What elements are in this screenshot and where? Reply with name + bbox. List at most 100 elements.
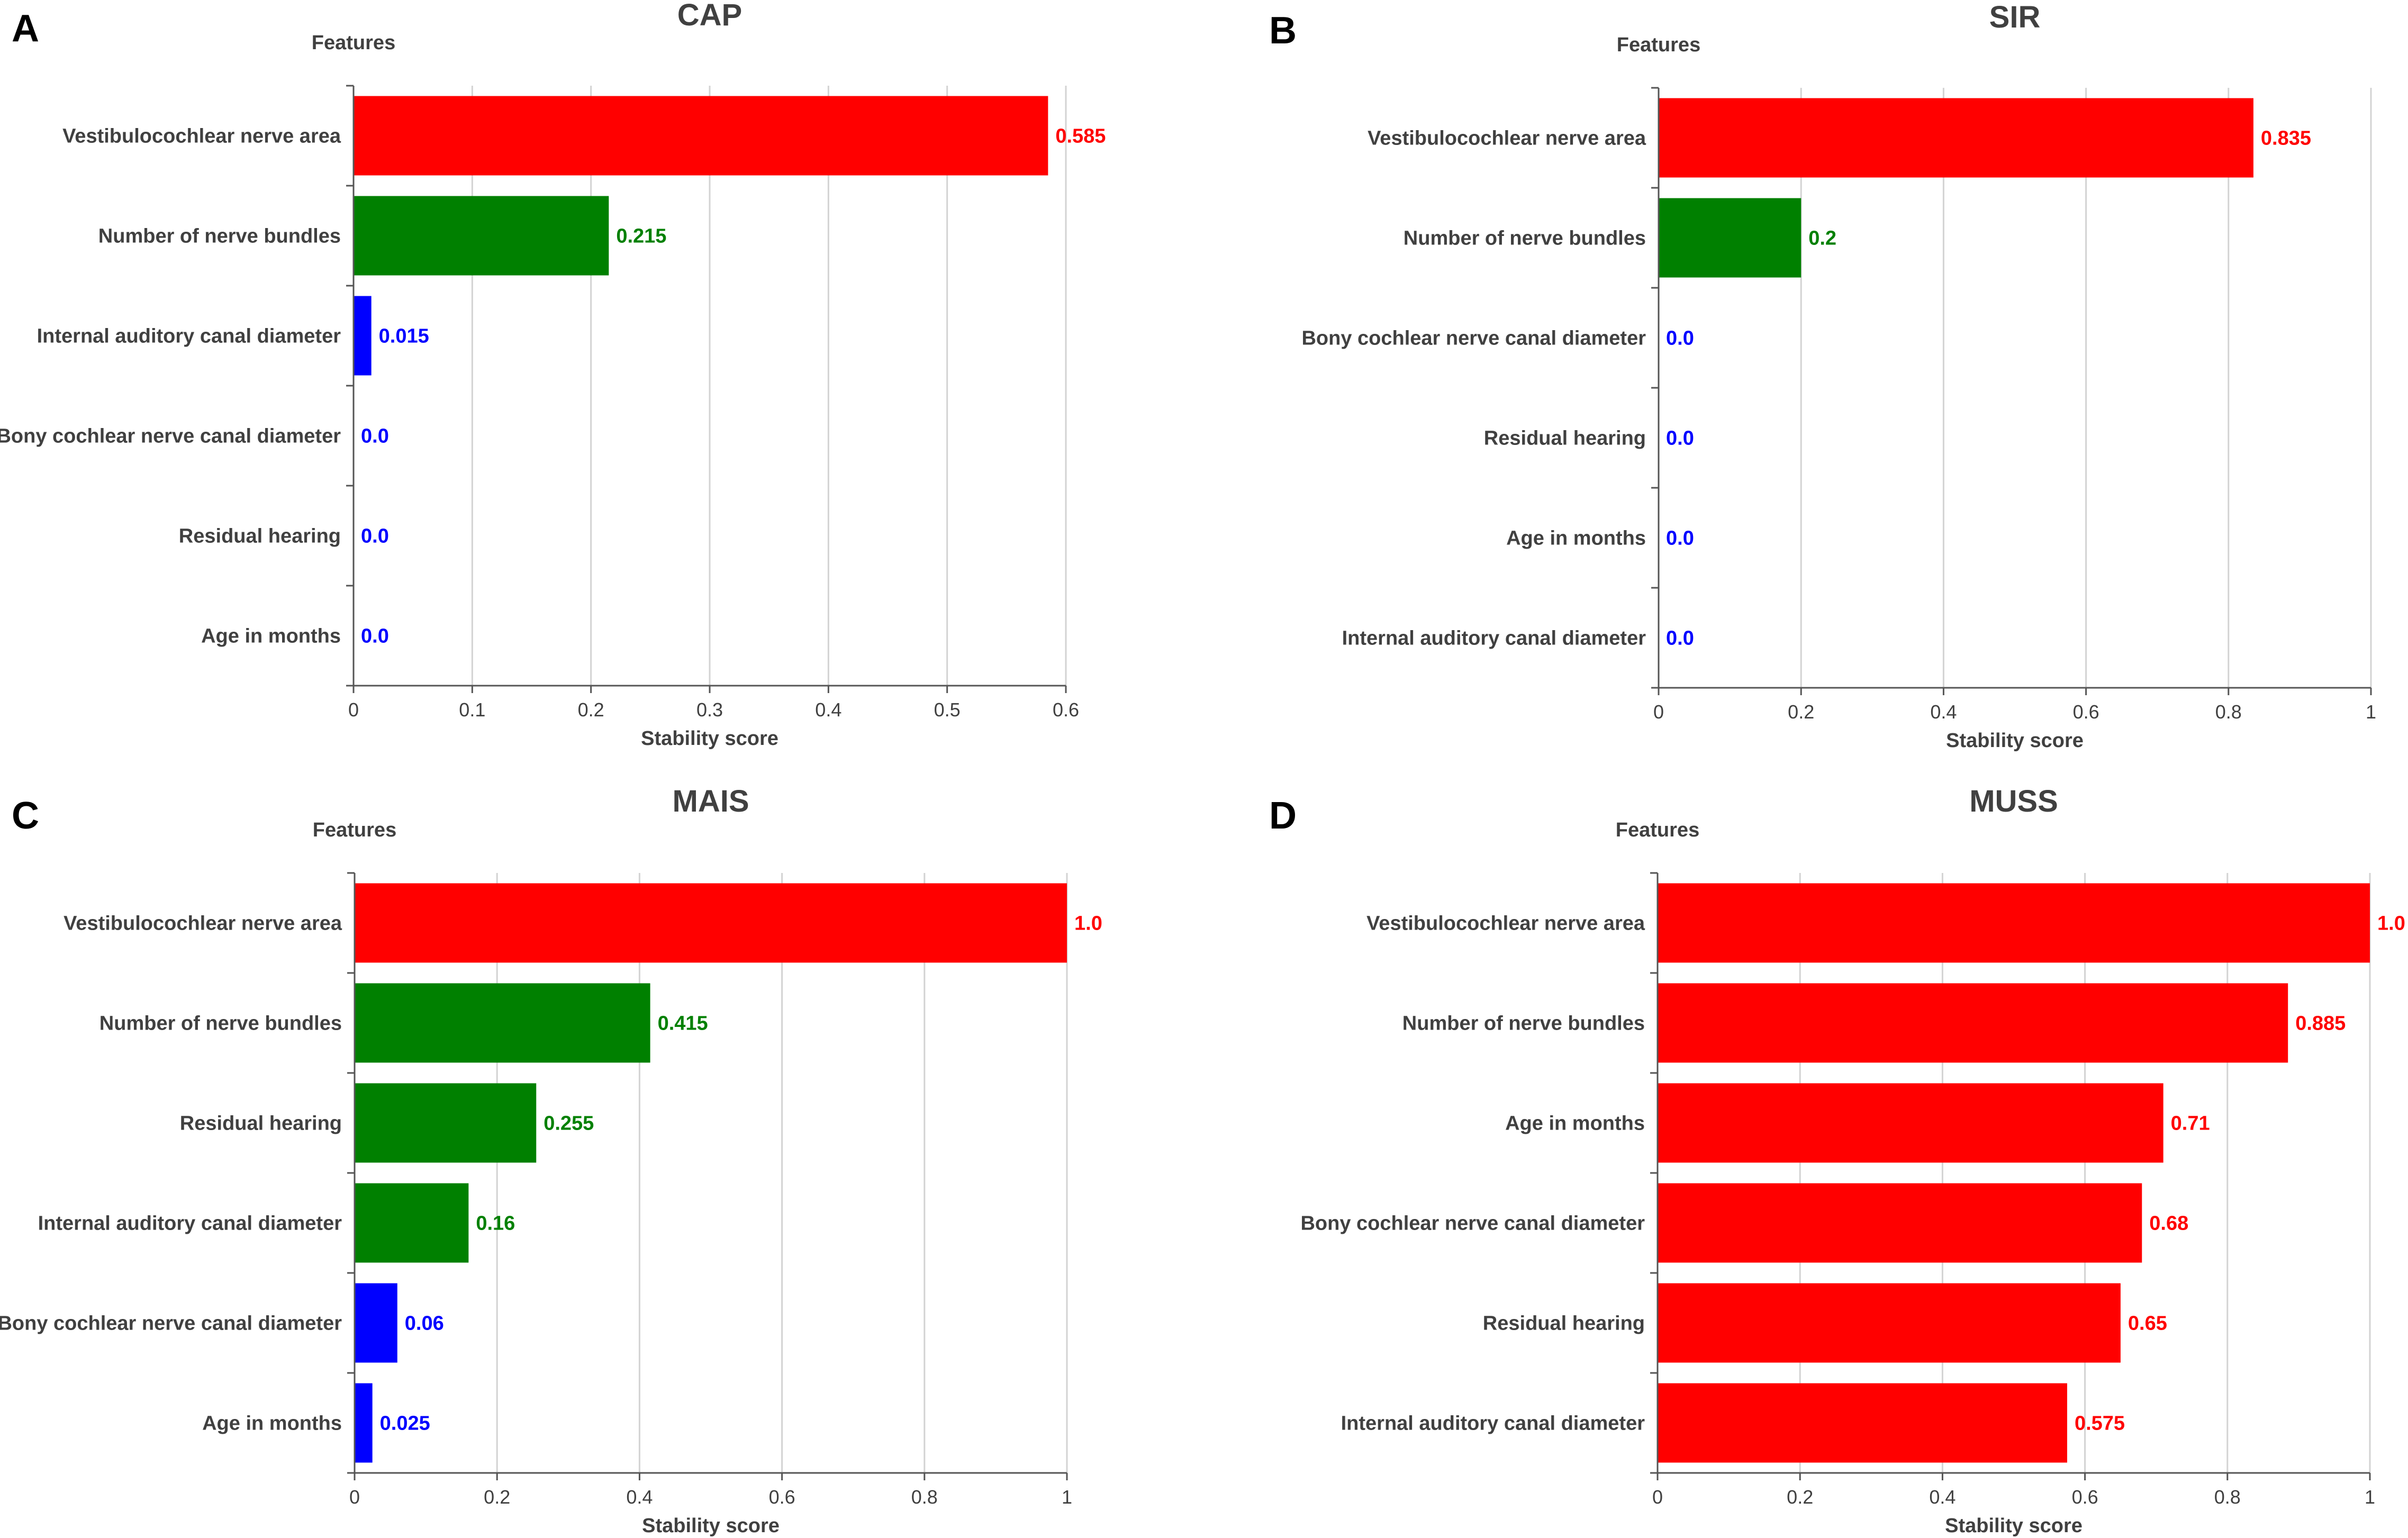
- category-label: Vestibulocochlear nerve area: [64, 913, 342, 935]
- category-label: Residual hearing: [1484, 427, 1646, 450]
- x-tick-label: 0.4: [1930, 701, 1957, 723]
- bar: [355, 883, 1067, 963]
- x-tick-label: 1: [2365, 1486, 2375, 1508]
- bar: [354, 96, 1048, 176]
- panel-letter: A: [12, 7, 39, 50]
- x-tick-label: 0.2: [578, 699, 604, 721]
- x-tick-label: 0.8: [2215, 701, 2242, 723]
- x-tick-label: 0.5: [934, 699, 961, 721]
- value-label: 0.71: [2171, 1113, 2210, 1135]
- category-label: Internal auditory canal diameter: [1342, 627, 1646, 650]
- category-label: Vestibulocochlear nerve area: [62, 125, 341, 148]
- value-label: 0.585: [1055, 125, 1106, 148]
- category-label: Number of nerve bundles: [1402, 1013, 1645, 1035]
- panel-a: A CAP Features Vestibulocochlear nerve area…: [0, 0, 1106, 750]
- bar: [1658, 1283, 2121, 1363]
- bar: [1659, 98, 2253, 178]
- value-label: 0.575: [2075, 1413, 2125, 1435]
- x-tick-label: 0: [1652, 1486, 1663, 1508]
- y-axis-title: Features: [313, 819, 396, 841]
- value-label: 0.885: [2295, 1013, 2346, 1035]
- chart-title: MAIS: [673, 784, 749, 818]
- bar: [1658, 1183, 2142, 1263]
- value-label: 0.215: [616, 225, 666, 248]
- y-axis-title: Features: [1617, 34, 1700, 56]
- x-tick-label: 1: [1062, 1486, 1072, 1508]
- value-label: 0.0: [361, 525, 389, 548]
- bar: [355, 983, 650, 1063]
- chart-title: SIR: [1989, 0, 2041, 34]
- y-axis-title: Features: [1616, 819, 1699, 841]
- category-label: Number of nerve bundles: [1404, 227, 1646, 250]
- value-label: 0.0: [361, 425, 389, 448]
- panel-d: D MUSS Features Vestibulocochlear nerve are…: [1269, 784, 2405, 1537]
- category-label: Residual hearing: [179, 525, 341, 548]
- value-label: 0.025: [380, 1413, 430, 1435]
- bar: [355, 1083, 537, 1163]
- x-axis-title: Stability score: [1946, 730, 2084, 752]
- x-tick-label: 0.4: [626, 1486, 653, 1508]
- category-label: Bony cochlear nerve canal diameter: [1300, 1213, 1645, 1235]
- chart-title: CAP: [677, 0, 742, 32]
- x-tick-label: 0.2: [1787, 1486, 1813, 1508]
- bar: [354, 196, 609, 276]
- x-tick-label: 0.2: [1788, 701, 1814, 723]
- bar: [1658, 1083, 2163, 1163]
- category-label: Residual hearing: [1483, 1313, 1645, 1335]
- x-tick-label: 0: [1653, 701, 1664, 723]
- y-axis-title: Features: [312, 32, 395, 54]
- category-label: Number of nerve bundles: [98, 225, 341, 248]
- x-tick-label: 0.2: [484, 1486, 510, 1508]
- x-tick-label: 0.3: [696, 699, 723, 721]
- value-label: 0.0: [361, 625, 389, 648]
- value-label: 1.0: [2377, 913, 2405, 935]
- x-axis-title: Stability score: [642, 1515, 780, 1537]
- x-tick-label: 0.6: [2072, 1486, 2098, 1508]
- value-label: 0.2: [1808, 227, 1836, 250]
- value-label: 0.06: [405, 1313, 444, 1335]
- value-label: 0.0: [1666, 627, 1694, 650]
- x-tick-label: 0.6: [769, 1486, 795, 1508]
- value-label: 0.0: [1666, 527, 1694, 550]
- category-label: Age in months: [202, 1413, 342, 1435]
- category-label: Bony cochlear nerve canal diameter: [0, 425, 341, 448]
- category-label: Residual hearing: [180, 1113, 342, 1135]
- chart-title: MUSS: [1969, 784, 2058, 818]
- value-label: 0.415: [658, 1013, 708, 1035]
- x-tick-label: 0.8: [911, 1486, 938, 1508]
- category-label: Age in months: [1506, 527, 1646, 550]
- bar: [354, 296, 372, 376]
- x-tick-label: 0.4: [1929, 1486, 1956, 1508]
- category-label: Age in months: [201, 625, 341, 648]
- category-label: Bony cochlear nerve canal diameter: [0, 1313, 342, 1335]
- x-tick-label: 1: [2366, 701, 2376, 723]
- x-tick-label: 0: [349, 1486, 360, 1508]
- x-tick-label: 0.8: [2214, 1486, 2241, 1508]
- panel-letter: C: [12, 795, 39, 837]
- category-label: Number of nerve bundles: [99, 1013, 342, 1035]
- value-label: 0.0: [1666, 327, 1694, 350]
- value-label: 0.68: [2149, 1213, 2188, 1235]
- category-label: Internal auditory canal diameter: [1341, 1413, 1645, 1435]
- category-label: Internal auditory canal diameter: [38, 1213, 342, 1235]
- value-label: 0.16: [476, 1213, 515, 1235]
- value-label: 1.0: [1074, 913, 1102, 935]
- bar: [1658, 883, 2370, 963]
- x-tick-label: 0.1: [459, 699, 485, 721]
- bar: [1658, 983, 2288, 1063]
- panel-c: C MAIS Features Vestibulocochlear nerve are…: [0, 784, 1102, 1537]
- bar: [1658, 1383, 2067, 1463]
- category-label: Age in months: [1505, 1113, 1645, 1135]
- x-tick-label: 0.6: [2073, 701, 2099, 723]
- value-label: 0.015: [379, 325, 429, 348]
- bar: [1659, 198, 1802, 278]
- x-tick-label: 0.4: [815, 699, 841, 721]
- value-label: 0.835: [2261, 128, 2311, 150]
- panel-letter: D: [1269, 795, 1297, 837]
- category-label: Vestibulocochlear nerve area: [1366, 913, 1645, 935]
- x-tick-label: 0: [348, 699, 359, 721]
- category-label: Vestibulocochlear nerve area: [1368, 128, 1646, 150]
- value-label: 0.255: [544, 1113, 594, 1135]
- panel-b: B SIR Features Vestibulocochlear nerve area…: [1269, 0, 2376, 752]
